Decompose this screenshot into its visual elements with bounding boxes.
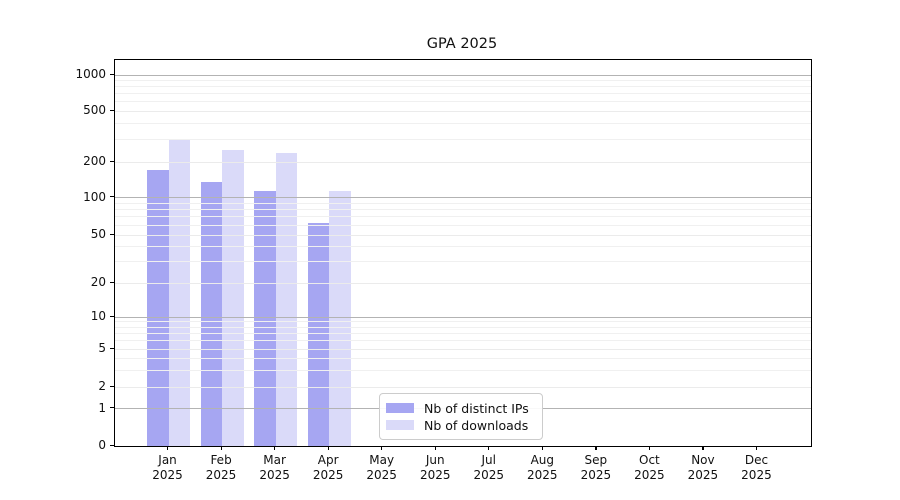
y-tick-label-20: 20 <box>90 275 106 289</box>
bar-distinct-ips-apr <box>307 223 330 446</box>
gridline-sub <box>115 209 811 211</box>
x-tick-mark <box>702 446 704 450</box>
y-tick-label-0: 0 <box>98 438 106 452</box>
gridline-sub <box>115 224 811 226</box>
gridline-sub <box>115 340 811 342</box>
gridline-sub <box>115 369 811 371</box>
x-tick-mark <box>648 446 651 450</box>
x-tick-label-sep: Sep 2025 <box>580 453 612 482</box>
gridline-sub <box>115 261 811 263</box>
bar-downloads-jan <box>168 140 191 446</box>
x-tick-label-nov: Nov 2025 <box>687 453 719 482</box>
x-tick-mark <box>595 446 597 450</box>
gridline-major <box>115 74 811 76</box>
gridline-minor <box>115 234 811 236</box>
y-tick-label-1: 1 <box>98 400 106 415</box>
y-tick-mark <box>110 315 114 317</box>
x-tick-label-dec: Dec 2025 <box>741 453 772 482</box>
x-tick-mark <box>167 446 169 450</box>
gridline-sub <box>115 93 811 95</box>
bar-downloads-mar <box>275 153 298 446</box>
x-tick-mark <box>434 446 436 450</box>
gridline-sub <box>115 326 811 328</box>
gridline-sub <box>115 246 811 248</box>
y-tick-mark <box>110 444 114 446</box>
legend-label: Nb of downloads <box>424 417 529 433</box>
y-tick-mark <box>110 233 114 235</box>
x-tick-label-feb: Feb 2025 <box>205 453 237 482</box>
x-tick-label-may: May 2025 <box>366 453 397 482</box>
legend-swatch-downloads <box>386 420 414 430</box>
gridline-minor <box>115 348 811 350</box>
y-tick-label-500: 500 <box>83 103 106 117</box>
y-tick-mark <box>110 407 114 409</box>
y-tick-label-10: 10 <box>90 309 106 323</box>
y-tick-label-50: 50 <box>90 227 106 241</box>
bar-downloads-apr <box>329 190 351 446</box>
y-tick-label-200: 200 <box>83 154 106 168</box>
y-tick-label-2: 2 <box>98 379 106 393</box>
x-tick-label-mar: Mar 2025 <box>259 453 290 482</box>
x-tick-label-jan: Jan 2025 <box>152 453 183 482</box>
y-tick-mark <box>110 347 114 349</box>
legend-swatch-distinct-ips <box>386 403 414 413</box>
gridline-minor <box>115 282 811 284</box>
y-tick-label-100: 100 <box>83 189 106 204</box>
gridline-sub <box>115 332 811 334</box>
gridline-minor <box>115 386 811 388</box>
x-tick-mark <box>488 446 490 450</box>
gridline-major <box>115 197 811 198</box>
gridline-sub <box>115 122 811 124</box>
x-tick-mark <box>274 446 276 450</box>
x-tick-label-apr: Apr 2025 <box>312 453 344 482</box>
x-tick-mark <box>541 446 543 450</box>
x-tick-label-aug: Aug 2025 <box>527 453 558 482</box>
legend-item: Nb of distinct IPs <box>386 400 533 416</box>
y-tick-mark <box>110 385 114 387</box>
y-tick-label-1000: 1000 <box>75 67 106 81</box>
gridline-sub <box>115 202 811 204</box>
x-tick-mark <box>220 446 222 450</box>
gridline-sub <box>115 321 811 323</box>
gridline-sub <box>115 216 811 218</box>
bar-distinct-ips-jan <box>147 170 169 446</box>
y-tick-label-5: 5 <box>98 341 106 355</box>
x-tick-mark <box>755 446 758 450</box>
bar-distinct-ips-mar <box>254 190 276 446</box>
x-tick-label-jun: Jun 2025 <box>419 453 451 482</box>
x-tick-mark <box>381 446 383 450</box>
chart-title: GPA 2025 <box>426 36 498 52</box>
y-tick-mark <box>110 196 114 198</box>
gridline-minor <box>115 161 811 163</box>
gridline-minor <box>115 110 811 112</box>
legend-item: Nb of downloads <box>386 417 533 433</box>
x-tick-mark <box>327 446 329 450</box>
legend: Nb of distinct IPs Nb of downloads <box>379 393 543 440</box>
gridline-sub <box>115 79 811 81</box>
gridline-major <box>115 316 811 318</box>
gridline-sub <box>115 86 811 88</box>
y-tick-mark <box>110 281 114 283</box>
bar-distinct-ips-feb <box>200 181 223 446</box>
y-tick-mark <box>110 73 114 75</box>
bar-downloads-feb <box>222 149 244 446</box>
gridline-sub <box>115 101 811 103</box>
gridline-sub <box>115 138 811 140</box>
legend-label: Nb of distinct IPs <box>424 400 529 416</box>
x-tick-label-oct: Oct 2025 <box>634 453 665 482</box>
x-tick-label-jul: Jul 2025 <box>473 453 505 482</box>
y-tick-mark <box>110 160 114 162</box>
gridline-sub <box>115 357 811 359</box>
y-tick-mark <box>110 109 114 111</box>
plot-area <box>114 59 812 447</box>
